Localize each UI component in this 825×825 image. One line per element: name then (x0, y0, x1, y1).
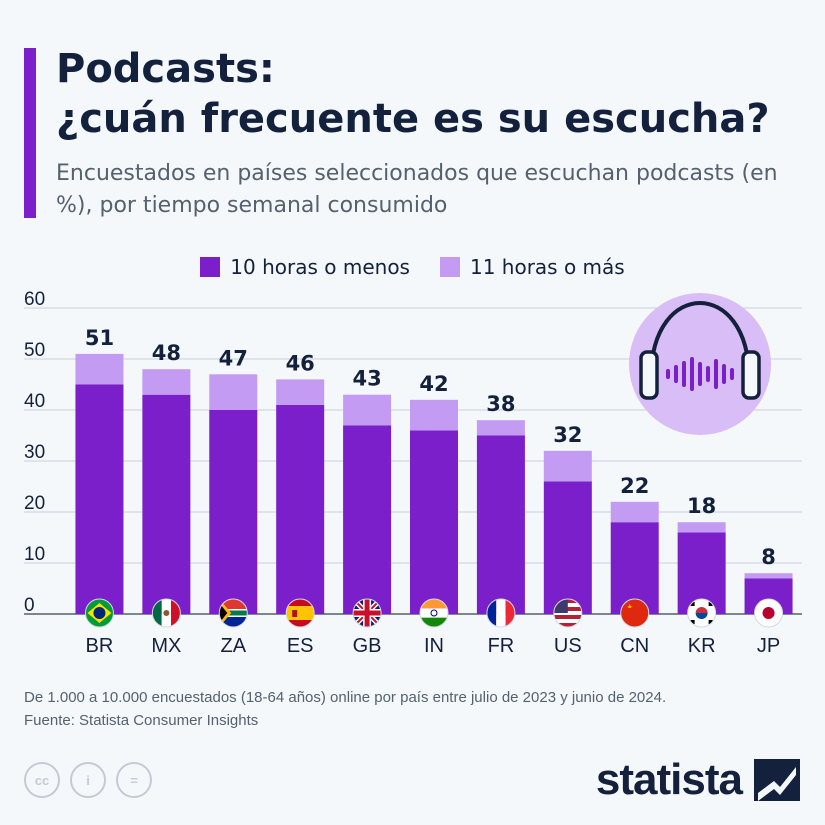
x-tick-label-JP: JP (757, 635, 780, 657)
legend-item-dark: 10 horas o menos (200, 255, 410, 279)
legend-item-light: 11 horas o más (439, 255, 625, 279)
no-derivatives-icon[interactable]: = (116, 762, 152, 798)
y-tick-label: 0 (24, 595, 35, 616)
korea-flag-icon (687, 598, 717, 628)
bar-FR-11h-or-more (476, 420, 525, 436)
page-title: Podcasts: ¿cuán frecuente es su escucha? (56, 44, 770, 144)
x-tick-label-GB: GB (353, 635, 382, 657)
headphones-left-cup (639, 350, 659, 400)
x-tick-label-ES: ES (287, 635, 314, 657)
bar-BR-11h-or-more (75, 353, 124, 385)
title-line-2: ¿cuán frecuente es su escucha? (56, 96, 770, 142)
x-tick-label-ZA: ZA (220, 635, 246, 657)
bar-ES-10h-or-less (276, 404, 325, 614)
bar-CN-11h-or-more (610, 501, 659, 523)
legend-label-light: 11 horas o más (469, 255, 625, 279)
headphones-band (649, 300, 751, 379)
bar-MX-11h-or-more (142, 369, 191, 395)
footnote: De 1.000 a 10.000 encuestados (18-64 año… (24, 689, 667, 706)
x-tick-label-BR: BR (86, 635, 114, 657)
x-tick-label-MX: MX (151, 635, 181, 657)
y-tick-label: 40 (24, 391, 45, 412)
legend-swatch-light (439, 257, 460, 277)
bar-chart: 0 10 20 30 40 50 60 51 BR 48 MX 47 ZA 46 ES 43 GB 42 IN 38 F… (24, 289, 802, 657)
cc-license-label: cc (34, 772, 50, 788)
china-flag-icon (620, 598, 650, 628)
total-label-MX: 48 (152, 341, 181, 365)
bar-FR-10h-or-less (476, 435, 525, 614)
bar-US-11h-or-more (543, 450, 592, 482)
mexico-flag-icon (151, 598, 181, 628)
bar-IN-11h-or-more (410, 399, 458, 431)
chart-legend: 10 horas o menos 11 horas o más (0, 255, 825, 279)
statista-logo-text: statista (595, 755, 743, 804)
total-label-IN: 42 (419, 372, 448, 396)
bar-JP-11h-or-more (744, 573, 793, 579)
y-tick-label: 60 (24, 289, 45, 310)
bar-IN-10h-or-less (410, 430, 458, 614)
total-label-ES: 46 (286, 351, 315, 375)
total-label-ZA: 47 (219, 346, 248, 370)
brazil-flag-icon (84, 598, 114, 628)
x-tick-label-FR: FR (488, 635, 515, 657)
x-tick-label-CN: CN (620, 635, 649, 657)
x-tick-label-KR: KR (688, 635, 716, 657)
total-label-JP: 8 (761, 545, 776, 569)
y-tick-label: 50 (24, 340, 45, 361)
bar-BR-10h-or-less (75, 384, 124, 614)
total-label-FR: 38 (486, 392, 515, 416)
bar-KR-11h-or-more (677, 522, 726, 533)
license-icons: cc i = (24, 762, 152, 798)
bar-MX-10h-or-less (142, 394, 191, 614)
x-tick-label-US: US (554, 635, 582, 657)
total-label-CN: 22 (620, 474, 649, 498)
title-accent-bar (24, 48, 36, 218)
france-flag-icon (486, 598, 516, 628)
y-tick-label: 30 (24, 442, 45, 463)
statista-logo-mark-icon (754, 759, 800, 801)
legend-swatch-dark (200, 257, 221, 277)
total-label-GB: 43 (352, 367, 381, 391)
legend-label-dark: 10 horas o menos (230, 255, 410, 279)
usa-flag-icon (553, 598, 583, 628)
uk-flag-icon (352, 598, 382, 628)
y-tick-label: 10 (24, 544, 45, 565)
bar-US-10h-or-less (543, 481, 592, 614)
bar-GB-11h-or-more (343, 394, 392, 426)
total-label-KR: 18 (687, 494, 716, 518)
headphones-icon (629, 293, 771, 435)
bar-ZA-11h-or-more (209, 374, 258, 410)
subtitle: Encuestados en países seleccionados que … (56, 161, 778, 218)
total-label-US: 32 (553, 423, 582, 447)
headphones-right-cup (741, 350, 761, 400)
y-tick-label: 20 (24, 493, 45, 514)
spain-flag-icon (285, 598, 315, 628)
attribution-label: i (86, 772, 90, 788)
no-derivatives-label: = (130, 772, 138, 788)
title-line-1: Podcasts: (56, 46, 275, 92)
japan-flag-icon (754, 598, 784, 628)
bar-GB-10h-or-less (343, 425, 392, 614)
total-label-BR: 51 (85, 326, 114, 350)
south-africa-flag-icon (218, 598, 248, 628)
india-flag-icon (419, 598, 449, 628)
statista-logo[interactable]: statista (596, 758, 800, 802)
bar-ES-11h-or-more (276, 379, 325, 405)
attribution-icon[interactable]: i (70, 762, 106, 798)
source-note: Fuente: Statista Consumer Insights (24, 712, 259, 729)
cc-license-icon[interactable]: cc (24, 762, 60, 798)
x-tick-label-IN: IN (424, 635, 444, 657)
bar-ZA-10h-or-less (209, 410, 258, 614)
